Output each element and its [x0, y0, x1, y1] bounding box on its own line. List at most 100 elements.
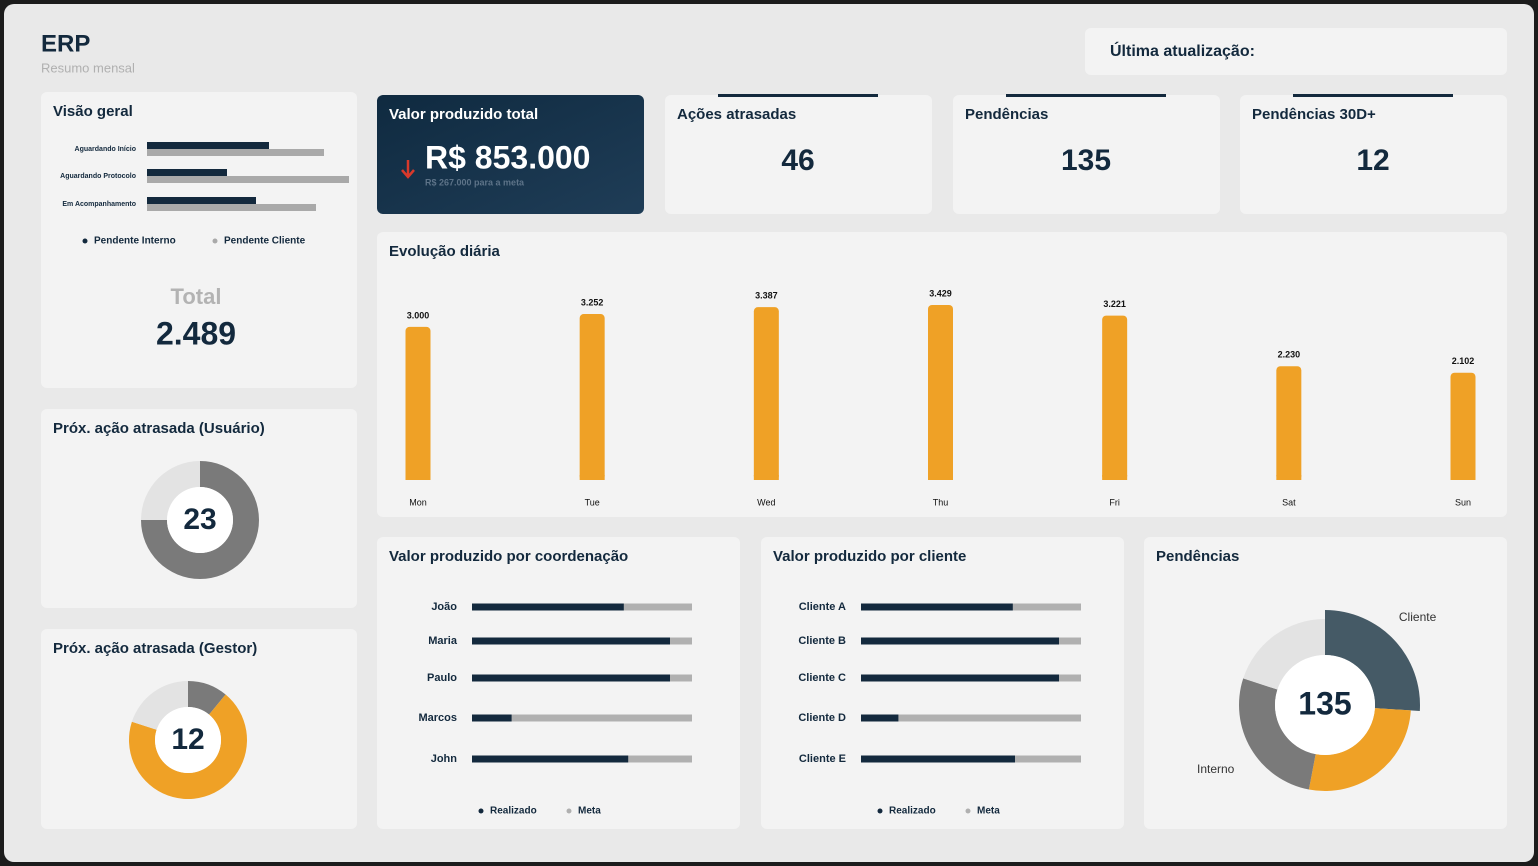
kpi-note: R$ 267.000 para a meta	[425, 177, 525, 187]
bar	[1450, 372, 1476, 480]
donut-segment	[1243, 619, 1325, 690]
bar-base	[753, 475, 779, 480]
center-label: 135	[1298, 685, 1351, 721]
bar	[405, 326, 431, 480]
card-title: Próx. ação atrasada (Usuário)	[53, 420, 265, 437]
card-title: Evolução diária	[389, 243, 501, 260]
donut-segment	[128, 694, 247, 799]
category-label: Cliente E	[799, 753, 846, 765]
bar	[861, 755, 1015, 763]
app-subtitle: Resumo mensal	[41, 60, 135, 75]
category-label: Aguardando Protocolo	[60, 173, 136, 180]
bar	[861, 637, 1059, 645]
category-label: Maria	[428, 635, 458, 647]
card	[377, 95, 644, 214]
donut-segment	[1325, 609, 1420, 711]
x-tick-label: Mon	[409, 497, 427, 507]
bar	[147, 142, 269, 149]
value-label: 3.429	[929, 288, 952, 298]
bar	[147, 204, 316, 211]
category-label: João	[431, 601, 457, 613]
category-label: Cliente C	[798, 672, 846, 684]
category-label: Marcos	[418, 712, 457, 724]
kpi-value: 135	[1061, 144, 1111, 177]
donut-segment	[1308, 708, 1411, 791]
bar-base	[405, 475, 431, 480]
category-label: Cliente A	[799, 601, 846, 613]
card	[1240, 95, 1507, 214]
legend-label: Pendente Cliente	[224, 236, 306, 247]
legend-dot	[212, 238, 218, 244]
donut-segment	[188, 680, 226, 715]
legend-dot	[478, 808, 484, 814]
value-label: 3.252	[581, 297, 604, 307]
segment-label: Interno	[1197, 762, 1235, 776]
bar	[472, 714, 512, 722]
update-box	[1085, 28, 1507, 75]
kpi-value: 12	[1356, 144, 1389, 177]
bar	[579, 314, 605, 480]
update-label: Última atualização:	[1110, 41, 1255, 60]
card	[665, 95, 932, 214]
bar-base	[1102, 475, 1128, 480]
bar-base	[1276, 475, 1302, 480]
card-title: Valor produzido por coordenação	[389, 548, 628, 565]
bar	[147, 176, 349, 183]
bar	[928, 305, 953, 480]
card-accent	[1006, 94, 1166, 97]
bar	[861, 714, 899, 722]
bar-base	[1450, 475, 1476, 480]
card	[41, 92, 357, 388]
bar	[1276, 366, 1302, 480]
card-title: Valor produzido por cliente	[773, 548, 966, 565]
kpi-value: R$ 853.000	[425, 139, 590, 175]
x-tick-label: Sun	[1455, 497, 1471, 507]
x-tick-label: Wed	[757, 497, 775, 507]
bar	[753, 307, 779, 480]
category-label: Paulo	[427, 672, 457, 684]
kpi-value: 46	[781, 144, 814, 177]
bar	[861, 674, 1059, 682]
category-label: Cliente B	[798, 635, 846, 647]
category-label: Aguardando Início	[75, 146, 136, 153]
x-tick-label: Sat	[1282, 497, 1296, 507]
center-label: 23	[183, 503, 216, 536]
bar-base	[579, 475, 605, 480]
bar-base	[928, 475, 953, 480]
donut-hole	[155, 707, 221, 773]
total-label: Total	[171, 284, 222, 309]
legend-label: Meta	[578, 806, 601, 817]
bar	[472, 603, 624, 611]
bar	[147, 149, 324, 156]
card-title: Próx. ação atrasada (Gestor)	[53, 640, 257, 657]
card-title: Pendências	[1156, 548, 1239, 565]
donut-segment	[141, 461, 259, 579]
value-label: 2.230	[1278, 350, 1301, 360]
card-accent	[1293, 94, 1453, 97]
app-title: ERP	[41, 30, 90, 57]
category-label: Cliente D	[798, 712, 846, 724]
card-accent	[718, 94, 878, 97]
card-title: Visão geral	[53, 103, 133, 120]
legend-label: Meta	[977, 806, 1000, 817]
donut-segment	[1239, 678, 1316, 790]
total-value: 2.489	[156, 315, 236, 351]
x-tick-label: Fri	[1109, 497, 1120, 507]
bar	[472, 755, 629, 763]
bar	[472, 674, 670, 682]
value-label: 2.102	[1452, 356, 1475, 366]
category-label: John	[431, 753, 458, 765]
value-label: 3.387	[755, 291, 778, 301]
category-label: Em Acompanhamento	[62, 201, 136, 208]
card	[953, 95, 1220, 214]
bar	[147, 169, 227, 176]
bar	[1102, 315, 1128, 480]
kpi-title: Pendências 30D+	[1252, 106, 1376, 123]
x-tick-label: Tue	[585, 497, 600, 507]
segment-label: Cliente	[1399, 610, 1437, 624]
legend-label: Pendente Interno	[94, 236, 176, 247]
legend-label: Realizado	[490, 806, 537, 817]
bar	[147, 197, 256, 204]
legend-dot	[82, 238, 88, 244]
